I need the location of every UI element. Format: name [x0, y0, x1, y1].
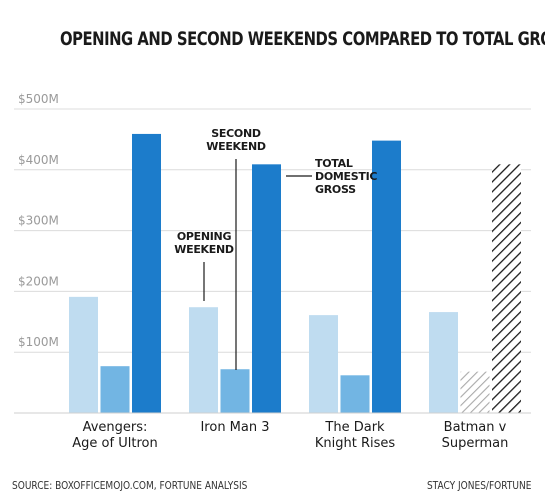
bars [69, 133, 521, 414]
bar [372, 140, 401, 413]
x-tick-label-line: The Dark [324, 420, 385, 435]
bar [189, 307, 218, 413]
bar [460, 371, 490, 413]
x-tick-label: Batman v Superman [442, 420, 509, 451]
x-tick-label-line: Superman [442, 436, 509, 451]
x-tick-label: The Dark Knight Rises [315, 420, 396, 451]
source-note: SOURCE: BOXOFFICEMOJO.COM, FORTUNE ANALY… [12, 479, 248, 492]
y-tick-label: $200M [18, 274, 59, 288]
y-tick-label: $400M [18, 153, 59, 167]
bar [429, 312, 458, 413]
annotation-line: TOTAL [315, 157, 353, 170]
x-tick-label: Avengers: Age of Ultron [72, 420, 157, 451]
bar [252, 164, 281, 413]
y-tick-label: $500M [18, 92, 59, 106]
y-tick-label: $100M [18, 335, 59, 349]
x-tick-label-line: Knight Rises [315, 436, 396, 451]
x-tick-label-line: Batman v [444, 420, 507, 435]
bar [492, 164, 521, 413]
x-tick-label: Iron Man 3 [200, 420, 269, 435]
annotation-opening: OPENING WEEKEND [174, 230, 234, 256]
x-tick-label-line: Iron Man 3 [200, 420, 269, 435]
y-tick-label: $300M [18, 214, 59, 228]
bar [100, 366, 130, 413]
x-axis-labels: Avengers: Age of Ultron Iron Man 3 The Dark… [72, 420, 508, 451]
chart-title: OPENING AND SECOND WEEKENDS COMPARED TO … [59, 28, 545, 50]
annotation-line: WEEKEND [174, 243, 234, 256]
x-tick-label-line: Age of Ultron [72, 436, 157, 451]
bar [220, 369, 250, 413]
annotation-line: DOMESTIC [315, 170, 377, 183]
credit-note: STACY JONES/FORTUNE [426, 479, 531, 492]
annotation-line: OPENING [177, 230, 232, 243]
annotation-line: SECOND [211, 127, 261, 140]
annotation-total: TOTAL DOMESTIC GROSS [315, 157, 377, 196]
x-tick-label-line: Avengers: [83, 420, 148, 435]
bar [340, 375, 370, 413]
annotation-second: SECOND WEEKEND [206, 127, 266, 153]
y-axis-ticks: $100M $200M $300M $400M $500M [18, 92, 59, 349]
annotation-line: GROSS [315, 183, 356, 196]
bar [309, 315, 338, 413]
bar [69, 296, 98, 413]
bar [132, 133, 161, 414]
annotation-line: WEEKEND [206, 140, 266, 153]
